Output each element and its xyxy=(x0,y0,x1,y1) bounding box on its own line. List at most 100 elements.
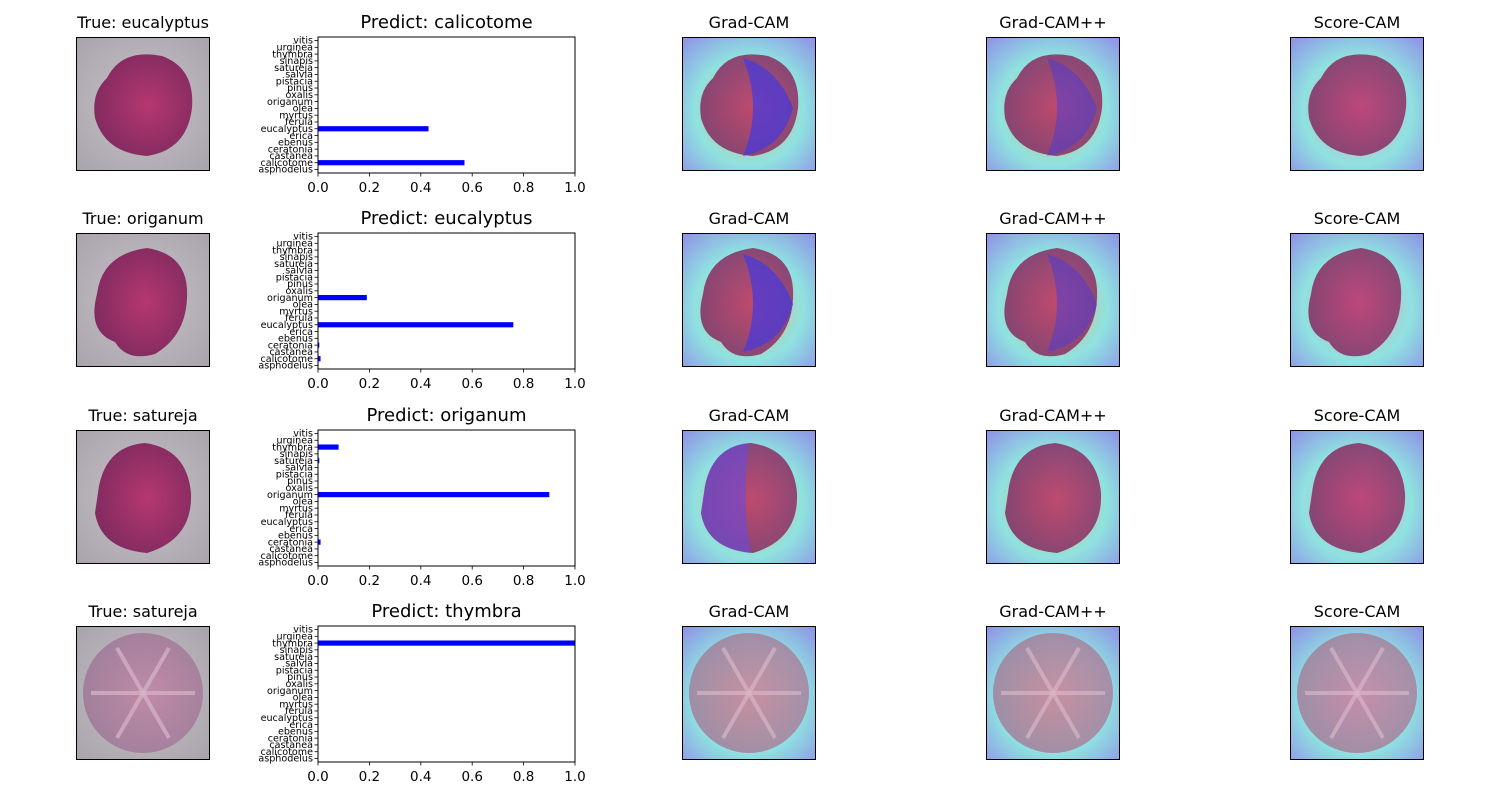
true-label-title: True: satureja xyxy=(88,602,198,621)
bar-origanum xyxy=(318,492,550,498)
axes-frame xyxy=(317,429,576,567)
bar-thymbra xyxy=(318,640,575,646)
cam-title: Score-CAM xyxy=(1313,406,1401,425)
y-tick-label: ebenus xyxy=(278,138,313,149)
x-tick-label: 1.0 xyxy=(564,769,585,785)
bar-ceratonia xyxy=(318,342,320,348)
y-tick-label: ceratonia xyxy=(268,144,313,155)
y-tick-label: ferula xyxy=(285,313,313,324)
y-tick-label: vitis xyxy=(293,232,313,243)
y-tick-label: ceratonia xyxy=(268,537,313,548)
y-tick-label: castanea xyxy=(269,544,313,555)
y-tick-label: pistacia xyxy=(276,272,313,283)
y-tick-label: vitis xyxy=(293,429,313,440)
figure-row: True: origanum Predict: eucalyptus asphode… xyxy=(0,208,1500,405)
y-tick-label: erica xyxy=(289,524,313,535)
y-tick-label: vitis xyxy=(293,625,313,636)
y-tick-label: myrtus xyxy=(279,110,313,121)
y-tick-label: eucalyptus xyxy=(261,713,313,724)
y-tick-label: olea xyxy=(293,104,313,115)
y-tick-label: sinapis xyxy=(280,645,313,656)
prediction-bar-chart: Predict: calicotomeasphodeluscalicotomec… xyxy=(258,12,585,196)
bar-satureja xyxy=(318,458,320,464)
y-tick-label: urginea xyxy=(277,435,313,446)
y-tick-label: salvia xyxy=(285,463,313,474)
cam-heatmap-image xyxy=(682,430,816,564)
x-tick-label: 0.8 xyxy=(513,376,534,392)
y-tick-label: thymbra xyxy=(272,442,313,453)
y-tick-label: origanum xyxy=(267,686,313,697)
x-tick-label: 1.0 xyxy=(564,376,585,392)
cam-heatmap-image xyxy=(1290,37,1424,171)
x-tick-label: 0.4 xyxy=(410,573,431,589)
y-tick-label: origanum xyxy=(267,293,313,304)
axes-frame xyxy=(317,625,576,763)
y-tick-label: calicotome xyxy=(260,354,313,365)
y-tick-label: ferula xyxy=(285,510,313,521)
figure-row: True: satureja Predict: thymbra asphodelus… xyxy=(0,601,1500,798)
cam-heatmap-image xyxy=(986,430,1120,564)
y-tick-label: pinus xyxy=(287,279,313,290)
y-tick-label: eucalyptus xyxy=(261,320,313,331)
y-tick-label: ceratonia xyxy=(268,340,313,351)
y-tick-label: vitis xyxy=(293,36,313,47)
cam-title: Grad-CAM xyxy=(708,13,790,32)
cam-title: Grad-CAM xyxy=(708,602,790,621)
cam-heatmap-image xyxy=(1290,430,1424,564)
x-tick-label: 0.2 xyxy=(359,573,380,589)
cam-title: Grad-CAM++ xyxy=(999,13,1107,32)
x-tick-label: 1.0 xyxy=(564,180,585,196)
y-tick-label: salvia xyxy=(285,266,313,277)
prediction-title: Predict: thymbra xyxy=(371,601,521,622)
axes-frame xyxy=(317,232,576,370)
y-tick-label: calicotome xyxy=(260,747,313,758)
y-tick-label: thymbra xyxy=(272,49,313,60)
y-tick-label: sinapis xyxy=(280,252,313,263)
cam-heatmap-image xyxy=(1290,626,1424,760)
cam-heatmap-image xyxy=(682,233,816,367)
x-tick-label: 0.2 xyxy=(359,376,380,392)
y-tick-label: thymbra xyxy=(272,638,313,649)
y-tick-label: castanea xyxy=(269,151,313,162)
cam-title: Score-CAM xyxy=(1313,602,1401,621)
y-tick-label: calicotome xyxy=(260,158,313,169)
x-tick-label: 1.0 xyxy=(564,573,585,589)
y-tick-label: castanea xyxy=(269,740,313,751)
y-tick-label: myrtus xyxy=(279,699,313,710)
cam-heatmap-image xyxy=(986,37,1120,171)
x-tick-label: 0.6 xyxy=(461,180,482,196)
x-tick-label: 0.6 xyxy=(461,573,482,589)
y-tick-label: satureja xyxy=(274,456,313,467)
y-tick-label: asphodelus xyxy=(258,558,313,569)
y-tick-label: pinus xyxy=(287,83,313,94)
y-tick-label: erica xyxy=(289,327,313,338)
pollen-image xyxy=(76,626,210,760)
y-tick-label: oxalis xyxy=(286,679,313,690)
x-tick-label: 0.6 xyxy=(461,769,482,785)
y-tick-label: oxalis xyxy=(286,483,313,494)
prediction-bar-chart: Predict: origanum asphodeluscalicotomecas… xyxy=(258,405,585,589)
bar-eucalyptus xyxy=(318,322,514,328)
y-tick-label: pistacia xyxy=(276,76,313,87)
bar-thymbra xyxy=(318,444,339,450)
x-tick-label: 0.6 xyxy=(461,376,482,392)
cam-title: Score-CAM xyxy=(1313,13,1401,32)
y-tick-label: sinapis xyxy=(280,449,313,460)
y-tick-label: ebenus xyxy=(278,334,313,345)
cam-heatmap-image xyxy=(986,626,1120,760)
y-tick-label: asphodelus xyxy=(258,754,313,765)
y-tick-label: sinapis xyxy=(280,56,313,67)
y-tick-label: asphodelus xyxy=(258,361,313,372)
y-tick-label: origanum xyxy=(267,490,313,501)
cam-heatmap-image xyxy=(682,37,816,171)
true-label-title: True: eucalyptus xyxy=(77,13,209,32)
x-tick-label: 0.4 xyxy=(410,769,431,785)
y-tick-label: satureja xyxy=(274,259,313,270)
cam-heatmap-image xyxy=(1290,233,1424,367)
y-tick-label: ferula xyxy=(285,117,313,128)
x-tick-label: 0.0 xyxy=(307,376,328,392)
y-tick-label: oxalis xyxy=(286,90,313,101)
true-label-title: True: origanum xyxy=(82,209,204,228)
y-tick-label: eucalyptus xyxy=(261,124,313,135)
y-tick-label: satureja xyxy=(274,63,313,74)
